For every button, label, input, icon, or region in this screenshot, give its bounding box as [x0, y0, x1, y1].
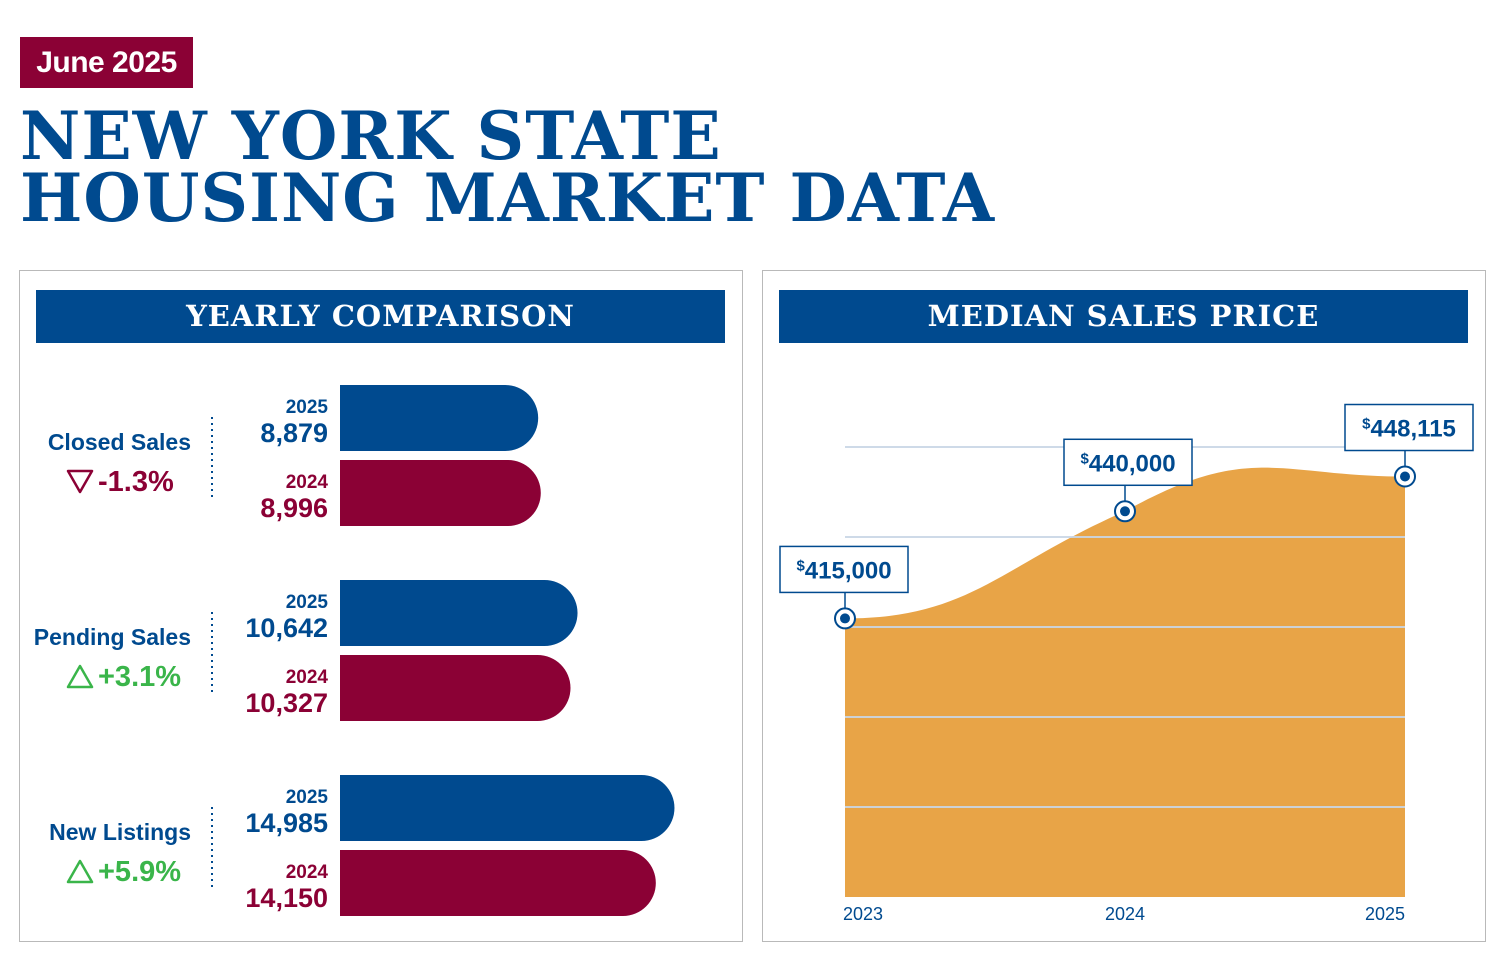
median-price-header: MEDIAN SALES PRICE [779, 290, 1468, 343]
year-label-pending-sales-2024: 2024 [286, 667, 329, 688]
yearly-comparison-chart: Closed Sales-1.3%20258,87920248,996Pendi… [34, 385, 675, 916]
bar-pending-sales-2025 [340, 580, 578, 646]
value-label-closed-sales-2025: 8,879 [260, 418, 328, 448]
year-label-pending-sales-2025: 2025 [286, 592, 329, 613]
callout-box-2023 [779, 545, 909, 594]
yearly-comparison-panel: YEARLY COMPARISON Closed Sales -1.3% 2025 8… [19, 270, 743, 942]
metric-label-new-listings: New Listings [49, 819, 191, 845]
bar-closed-sales-2025 [340, 385, 539, 451]
change-value-closed-sales: -1.3% [98, 466, 174, 498]
value-label-new-listings-2025: 14,985 [245, 808, 328, 838]
triangle-up-icon-new-listings [66, 859, 94, 884]
data-point-2025 [1400, 471, 1410, 482]
callout-value-2024: $440,000 [1080, 450, 1175, 477]
page-title-line-2: HOUSING MARKET DATA [20, 159, 996, 237]
yearly-comparison-header: YEARLY COMPARISON [36, 290, 725, 343]
triangle-down-icon-closed-sales [66, 469, 94, 494]
callout-box-2025 [1344, 403, 1474, 452]
bar-new-listings-2024 [340, 850, 656, 916]
change-value-pending-sales: +3.1% [98, 661, 181, 693]
value-label-pending-sales-2025: 10,642 [245, 613, 328, 643]
year-label-closed-sales-2025: 2025 [286, 397, 329, 418]
callout-box-2024 [1063, 438, 1193, 487]
month-badge: June 2025 [20, 37, 193, 88]
year-label-new-listings-2024: 2024 [286, 862, 329, 883]
data-point-2023 [840, 613, 850, 624]
change-value-new-listings: +5.9% [98, 856, 181, 888]
metric-label-pending-sales: Pending Sales [34, 624, 191, 650]
x-axis-label-2025: 2025 [1365, 904, 1405, 924]
year-label-new-listings-2025: 2025 [286, 787, 329, 808]
bar-new-listings-2025 [340, 775, 675, 841]
callout-value-2025: $448,115 [1362, 416, 1456, 443]
bar-closed-sales-2024 [340, 460, 541, 526]
x-axis-label-2023: 2023 [843, 904, 883, 924]
year-label-closed-sales-2024: 2024 [286, 472, 329, 493]
triangle-up-icon-pending-sales [66, 664, 94, 689]
data-point-2024 [1120, 506, 1130, 517]
x-axis-label-2024: 2024 [1105, 904, 1145, 924]
value-label-closed-sales-2024: 8,996 [260, 493, 328, 523]
page-title-line-1: NEW YORK STATE [20, 97, 722, 175]
callout-value-2023: $415,000 [796, 557, 891, 584]
median-price-chart: 2023 2024 2025 $415,000 $440,000 $448,115 [779, 403, 1474, 924]
median-price-area [845, 467, 1405, 897]
value-label-pending-sales-2024: 10,327 [245, 688, 328, 718]
metric-label-closed-sales: Closed Sales [48, 429, 191, 455]
value-label-new-listings-2024: 14,150 [245, 883, 328, 913]
bar-pending-sales-2024 [340, 655, 571, 721]
median-price-panel: MEDIAN SALES PRICE 2023 2024 2025 $415,000 $… [762, 270, 1486, 942]
